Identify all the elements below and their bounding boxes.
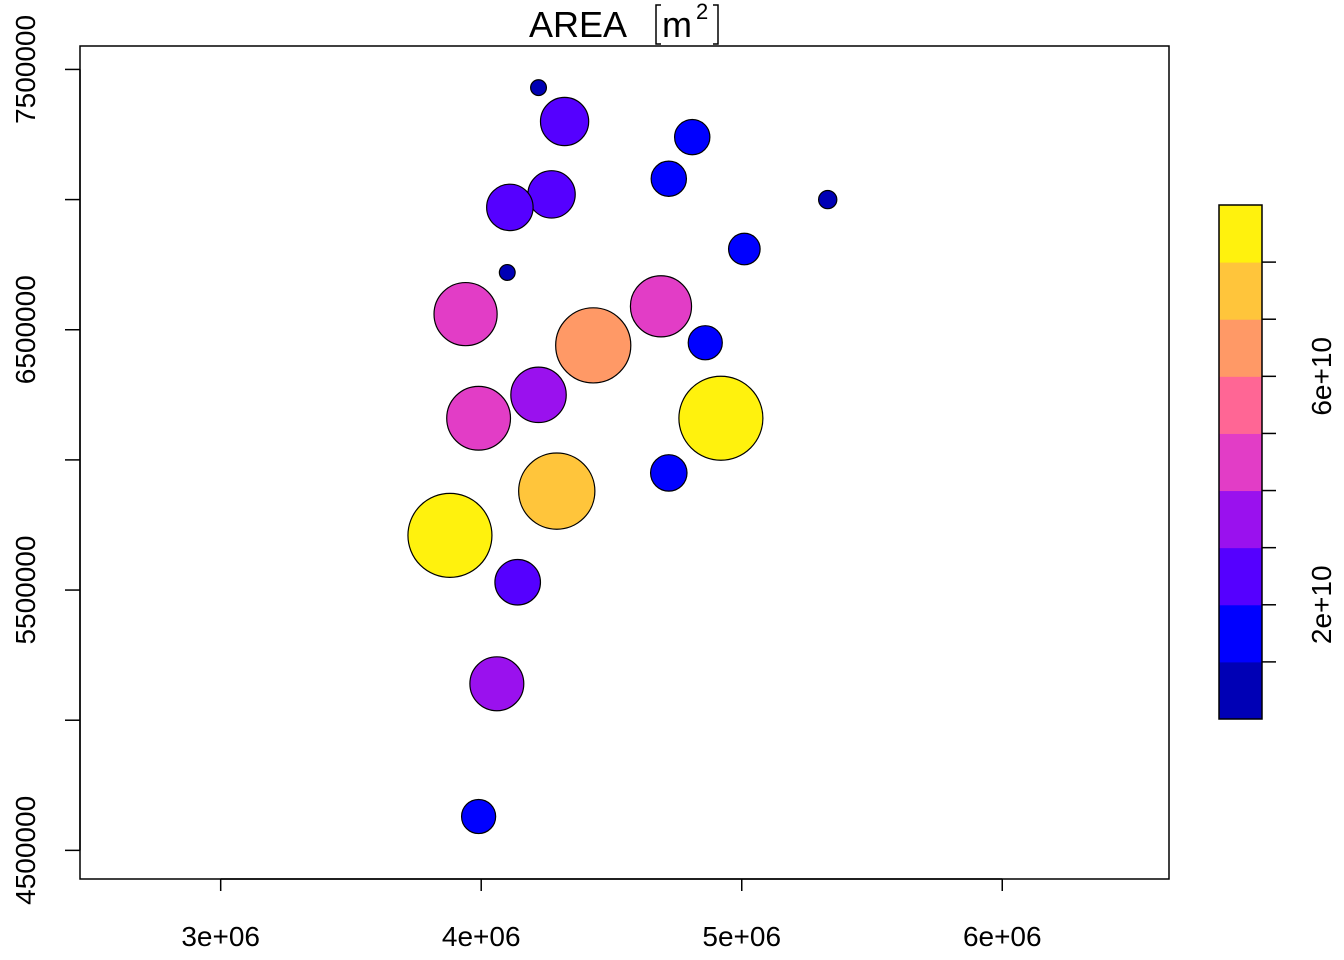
data-bubble bbox=[530, 79, 548, 97]
legend-tick-label: 2e+10 bbox=[1306, 565, 1337, 644]
legend-color-cell bbox=[1219, 604, 1262, 663]
x-axis: 3e+06 4e+06 5e+06 6e+06 bbox=[181, 878, 1042, 952]
data-bubble bbox=[527, 170, 576, 219]
data-bubble bbox=[486, 183, 534, 232]
x-tick-label: 4e+06 bbox=[442, 921, 521, 952]
legend-color-cell bbox=[1219, 205, 1262, 263]
data-bubble bbox=[510, 366, 567, 424]
bubble-layer bbox=[407, 79, 838, 835]
data-bubble bbox=[649, 454, 688, 492]
plot-frame bbox=[79, 45, 1170, 880]
legend-frame bbox=[1218, 204, 1263, 720]
data-bubble bbox=[433, 281, 498, 347]
chart-title: AREA m 2 bbox=[529, 0, 719, 45]
data-bubble bbox=[555, 307, 632, 384]
legend-color-cell bbox=[1219, 433, 1262, 492]
data-bubble bbox=[407, 492, 493, 578]
legend-color-cell bbox=[1219, 490, 1262, 549]
data-bubble bbox=[687, 325, 723, 361]
legend-color-cell bbox=[1219, 262, 1262, 320]
legend-color-cell bbox=[1219, 376, 1262, 434]
color-legend: 2e+10 6e+10 bbox=[1218, 204, 1337, 720]
chart-title-unit: m bbox=[662, 4, 692, 45]
legend-color-cell bbox=[1219, 547, 1262, 606]
data-bubble bbox=[817, 189, 838, 210]
data-bubble bbox=[678, 375, 764, 461]
unit-bracket-left bbox=[655, 4, 661, 45]
y-axis: 4500000 5500000 6500000 7500000 bbox=[10, 15, 81, 905]
x-tick-label: 6e+06 bbox=[963, 921, 1042, 952]
y-tick-label: 6500000 bbox=[10, 275, 41, 384]
data-bubble bbox=[518, 452, 596, 530]
unit-bracket-right bbox=[713, 4, 719, 45]
chart-title-unit-exponent: 2 bbox=[696, 0, 708, 24]
legend-color-cell bbox=[1219, 319, 1262, 377]
data-bubble bbox=[539, 96, 590, 147]
data-bubble bbox=[469, 656, 525, 712]
data-bubble bbox=[673, 118, 711, 156]
data-bubble bbox=[460, 798, 497, 835]
legend-tick-label: 6e+10 bbox=[1306, 337, 1337, 416]
data-bubble bbox=[446, 385, 512, 451]
data-bubble bbox=[727, 232, 761, 266]
chart-title-text: AREA bbox=[529, 4, 627, 45]
data-bubble bbox=[494, 558, 542, 606]
y-tick-label: 7500000 bbox=[10, 15, 41, 124]
data-bubble bbox=[650, 160, 688, 198]
x-tick-label: 5e+06 bbox=[702, 921, 781, 952]
legend-color-cell bbox=[1219, 661, 1262, 720]
y-tick-label: 4500000 bbox=[10, 796, 41, 905]
x-tick-label: 3e+06 bbox=[181, 921, 260, 952]
data-bubble bbox=[498, 263, 516, 281]
data-bubble bbox=[629, 275, 693, 338]
y-tick-label: 5500000 bbox=[10, 536, 41, 645]
